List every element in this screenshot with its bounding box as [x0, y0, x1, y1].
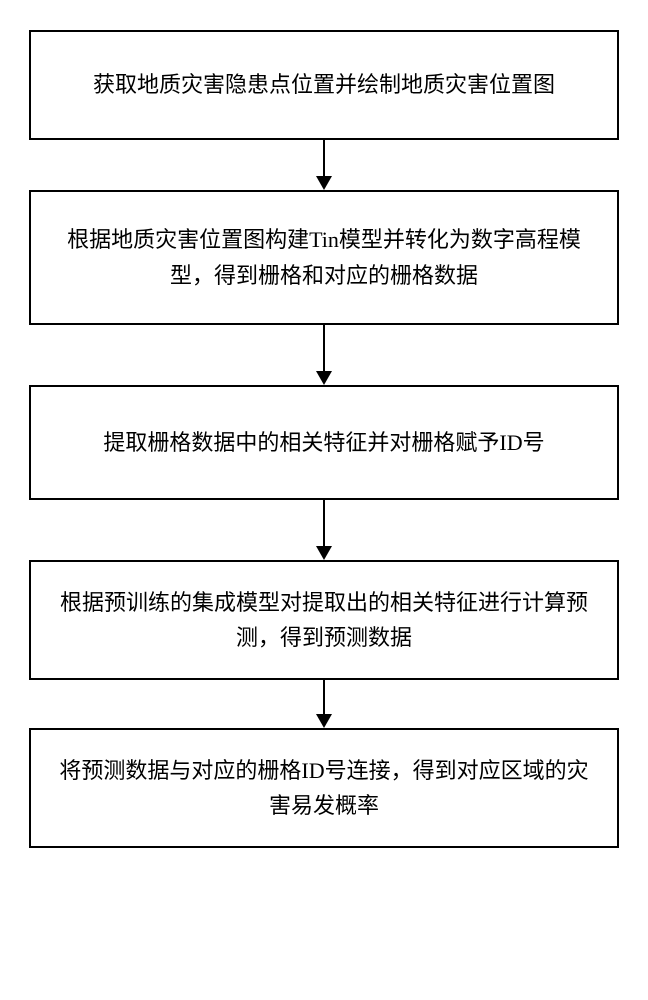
step-text: 根据地质灾害位置图构建Tin模型并转化为数字高程模型，得到栅格和对应的栅格数据 — [51, 222, 597, 292]
arrow-4 — [316, 680, 332, 728]
step-text: 提取栅格数据中的相关特征并对栅格赋予ID号 — [103, 425, 544, 460]
step-text: 根据预训练的集成模型对提取出的相关特征进行计算预测，得到预测数据 — [51, 585, 597, 655]
arrow-2 — [316, 325, 332, 385]
arrow-line — [323, 140, 325, 176]
arrow-1 — [316, 140, 332, 190]
arrow-head-icon — [316, 176, 332, 190]
arrow-head-icon — [316, 371, 332, 385]
arrow-line — [323, 500, 325, 546]
flowchart-step-1: 获取地质灾害隐患点位置并绘制地质灾害位置图 — [29, 30, 619, 140]
step-text: 将预测数据与对应的栅格ID号连接，得到对应区域的灾害易发概率 — [51, 753, 597, 823]
arrow-3 — [316, 500, 332, 560]
flowchart-step-5: 将预测数据与对应的栅格ID号连接，得到对应区域的灾害易发概率 — [29, 728, 619, 848]
arrow-head-icon — [316, 546, 332, 560]
arrow-head-icon — [316, 714, 332, 728]
flowchart-step-4: 根据预训练的集成模型对提取出的相关特征进行计算预测，得到预测数据 — [29, 560, 619, 680]
step-text: 获取地质灾害隐患点位置并绘制地质灾害位置图 — [93, 67, 555, 102]
flowchart-container: 获取地质灾害隐患点位置并绘制地质灾害位置图根据地质灾害位置图构建Tin模型并转化… — [0, 0, 648, 848]
flowchart-step-2: 根据地质灾害位置图构建Tin模型并转化为数字高程模型，得到栅格和对应的栅格数据 — [29, 190, 619, 325]
arrow-line — [323, 680, 325, 714]
flowchart-step-3: 提取栅格数据中的相关特征并对栅格赋予ID号 — [29, 385, 619, 500]
arrow-line — [323, 325, 325, 371]
